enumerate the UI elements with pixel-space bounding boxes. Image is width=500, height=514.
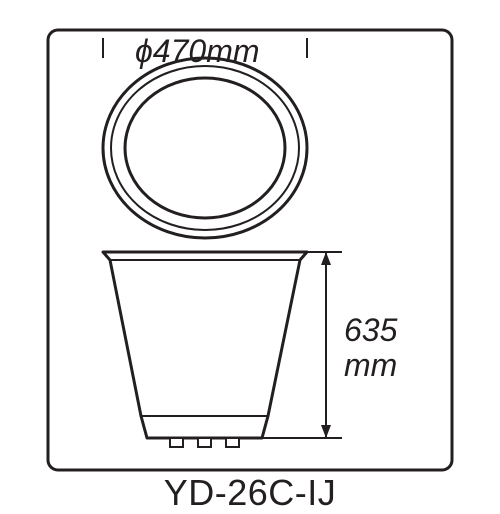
model-number: YD-26C-IJ (0, 472, 500, 514)
dimension-drawing (0, 0, 500, 500)
height-label: 635 mm (344, 313, 397, 383)
diameter-label: ϕ470mm (135, 34, 260, 69)
